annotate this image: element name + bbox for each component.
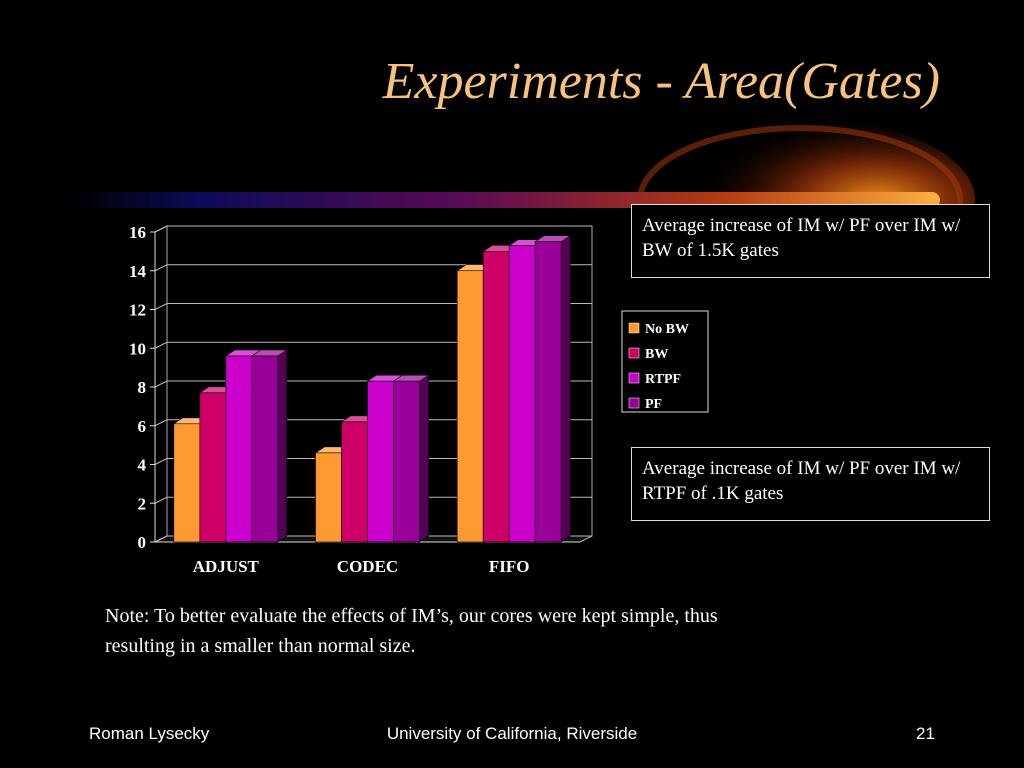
bar (393, 380, 420, 543)
gridline (154, 303, 592, 310)
legend-label: No BW (645, 322, 689, 337)
bar (173, 423, 201, 543)
bar (482, 251, 510, 543)
legend-label: RTPF (645, 372, 681, 387)
bar (251, 355, 279, 543)
legend-swatch (628, 372, 640, 384)
gridline (154, 535, 592, 543)
x-tick-label: ADJUST (193, 557, 260, 576)
slide-title: Experiments - Area(Gates) (382, 53, 940, 110)
y-tick-label: 12 (129, 301, 146, 320)
y-tick-label: 16 (129, 223, 146, 242)
legend-label: BW (645, 347, 668, 362)
bar (199, 392, 227, 543)
note-text: Note: To better evaluate the effects of … (105, 605, 718, 657)
x-tick-label: FIFO (489, 557, 530, 576)
footer-page-number: 21 (916, 724, 935, 743)
gridline (154, 225, 592, 233)
footer-author: Roman Lysecky (89, 724, 210, 743)
callout-bw-increase: Average increase of IM w/ PF over IM w/ … (631, 204, 990, 278)
gridline (154, 341, 592, 349)
y-tick-label: 14 (129, 262, 147, 281)
bar (534, 241, 562, 543)
callout-rtpf-increase: Average increase of IM w/ PF over IM w/ … (631, 447, 990, 521)
gridline (154, 380, 592, 388)
gridline (154, 419, 592, 427)
bar (456, 270, 484, 543)
bar-side (277, 349, 288, 543)
y-tick-label: 10 (129, 339, 146, 358)
x-tick-label: CODEC (337, 557, 398, 576)
bar (315, 452, 342, 543)
footer-institution: University of California, Riverside (386, 724, 638, 743)
legend-swatch (628, 397, 640, 409)
bar (508, 245, 536, 543)
gridline (154, 496, 592, 504)
legend-swatch (628, 347, 640, 359)
bar-side (419, 374, 429, 543)
y-tick-label: 2 (138, 494, 147, 513)
legend-swatch (628, 322, 640, 334)
gridline (154, 264, 592, 272)
y-tick-label: 4 (138, 456, 147, 475)
bar (225, 355, 253, 543)
bar (367, 380, 394, 543)
bar-side (560, 235, 571, 543)
gridline (154, 458, 592, 465)
legend-label: PF (645, 397, 662, 412)
y-tick-label: 8 (138, 378, 147, 397)
bar (341, 421, 368, 543)
y-tick-label: 0 (138, 533, 147, 552)
y-tick-label: 6 (138, 417, 147, 436)
